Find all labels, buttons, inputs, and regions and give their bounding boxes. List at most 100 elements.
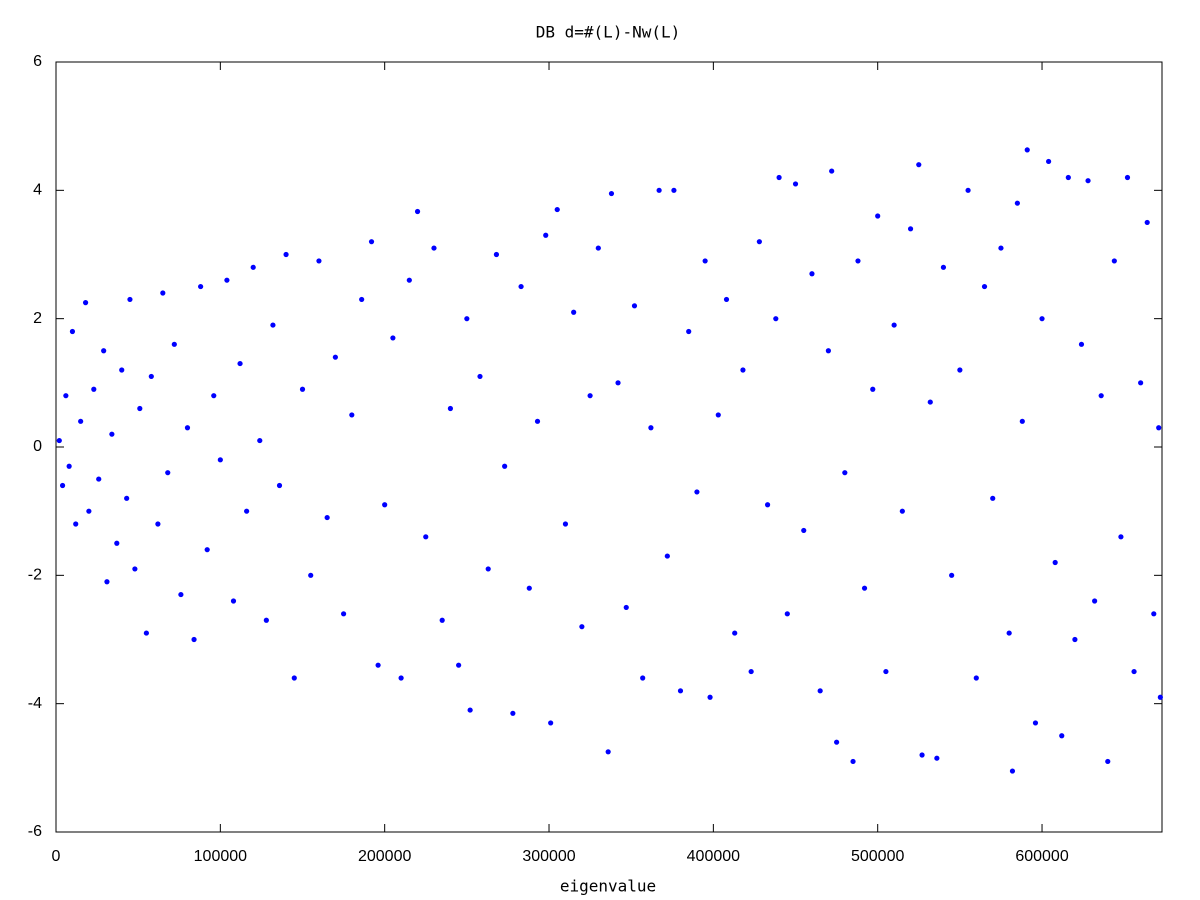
point: [1124, 174, 1131, 181]
point: [148, 373, 154, 380]
x-tick-label: 600000: [1015, 848, 1068, 865]
y-tick-label: -4: [28, 695, 42, 712]
point: [1118, 534, 1124, 540]
point: [244, 508, 250, 514]
point: [1157, 694, 1163, 700]
point: [1072, 636, 1078, 643]
point: [562, 521, 569, 527]
point: [178, 591, 184, 598]
x-tick-label: 200000: [358, 848, 411, 865]
point: [694, 489, 700, 495]
point: [579, 624, 585, 630]
point: [257, 437, 263, 444]
point: [965, 187, 971, 193]
point: [631, 303, 638, 309]
point: [1065, 174, 1071, 181]
point: [250, 264, 256, 270]
point: [773, 316, 779, 322]
point: [740, 367, 746, 373]
point: [656, 187, 662, 193]
point: [283, 251, 289, 258]
point: [949, 572, 955, 578]
point: [423, 534, 429, 540]
point: [431, 245, 437, 251]
point: [184, 425, 191, 431]
plot-frame: [55, 61, 1163, 833]
point: [96, 476, 102, 482]
point: [217, 457, 223, 463]
point: [677, 688, 684, 694]
x-tick-label: 500000: [851, 848, 904, 865]
point: [957, 367, 963, 373]
y-tick-label: -2: [28, 567, 42, 584]
point: [406, 277, 412, 283]
point: [1024, 147, 1030, 153]
point: [447, 405, 454, 412]
point: [467, 707, 473, 713]
point: [368, 239, 375, 245]
point: [1039, 316, 1045, 322]
point: [276, 482, 283, 489]
point: [1019, 418, 1025, 424]
point: [308, 572, 314, 578]
point: [776, 174, 782, 181]
point: [829, 168, 835, 174]
point: [204, 547, 210, 553]
point: [299, 386, 306, 392]
point: [648, 425, 654, 431]
point: [375, 662, 381, 668]
point: [1156, 425, 1162, 431]
point: [907, 226, 914, 232]
point: [817, 688, 823, 694]
point: [191, 636, 197, 643]
x-axis-label: eigenvalue: [560, 877, 656, 896]
point: [171, 341, 177, 347]
x-tick-label: 300000: [522, 848, 575, 865]
y-tick-label: -6: [28, 823, 42, 840]
point: [414, 208, 421, 215]
y-tick-label: 6: [33, 53, 42, 70]
point: [485, 566, 491, 572]
x-tick-label: 400000: [687, 848, 740, 865]
point: [855, 258, 861, 264]
point: [477, 373, 483, 380]
point: [456, 662, 462, 668]
point: [324, 514, 330, 521]
point: [587, 393, 593, 399]
point: [56, 437, 62, 444]
point: [66, 463, 72, 469]
point: [973, 675, 979, 681]
point: [940, 264, 947, 270]
point: [69, 328, 76, 335]
point: [899, 508, 905, 514]
point: [502, 463, 508, 469]
point: [595, 245, 601, 251]
point: [1092, 598, 1098, 604]
point: [263, 617, 269, 623]
point: [359, 296, 365, 303]
point: [59, 482, 66, 489]
point: [1151, 611, 1157, 617]
point: [1046, 158, 1052, 165]
point: [224, 277, 230, 283]
point: [748, 668, 754, 675]
point: [883, 668, 889, 675]
point: [640, 675, 646, 681]
point: [114, 540, 120, 546]
point: [756, 239, 762, 245]
point: [1144, 219, 1150, 226]
y-tick-label: 4: [33, 182, 42, 199]
point: [850, 758, 856, 765]
point: [801, 527, 807, 534]
point: [707, 694, 713, 700]
point: [1032, 720, 1039, 726]
x-tick-label: 0: [52, 848, 61, 865]
point: [702, 258, 708, 264]
point: [842, 470, 848, 476]
point: [316, 258, 322, 264]
point: [526, 585, 532, 591]
point: [671, 187, 677, 193]
point: [340, 611, 347, 617]
point: [834, 739, 840, 745]
